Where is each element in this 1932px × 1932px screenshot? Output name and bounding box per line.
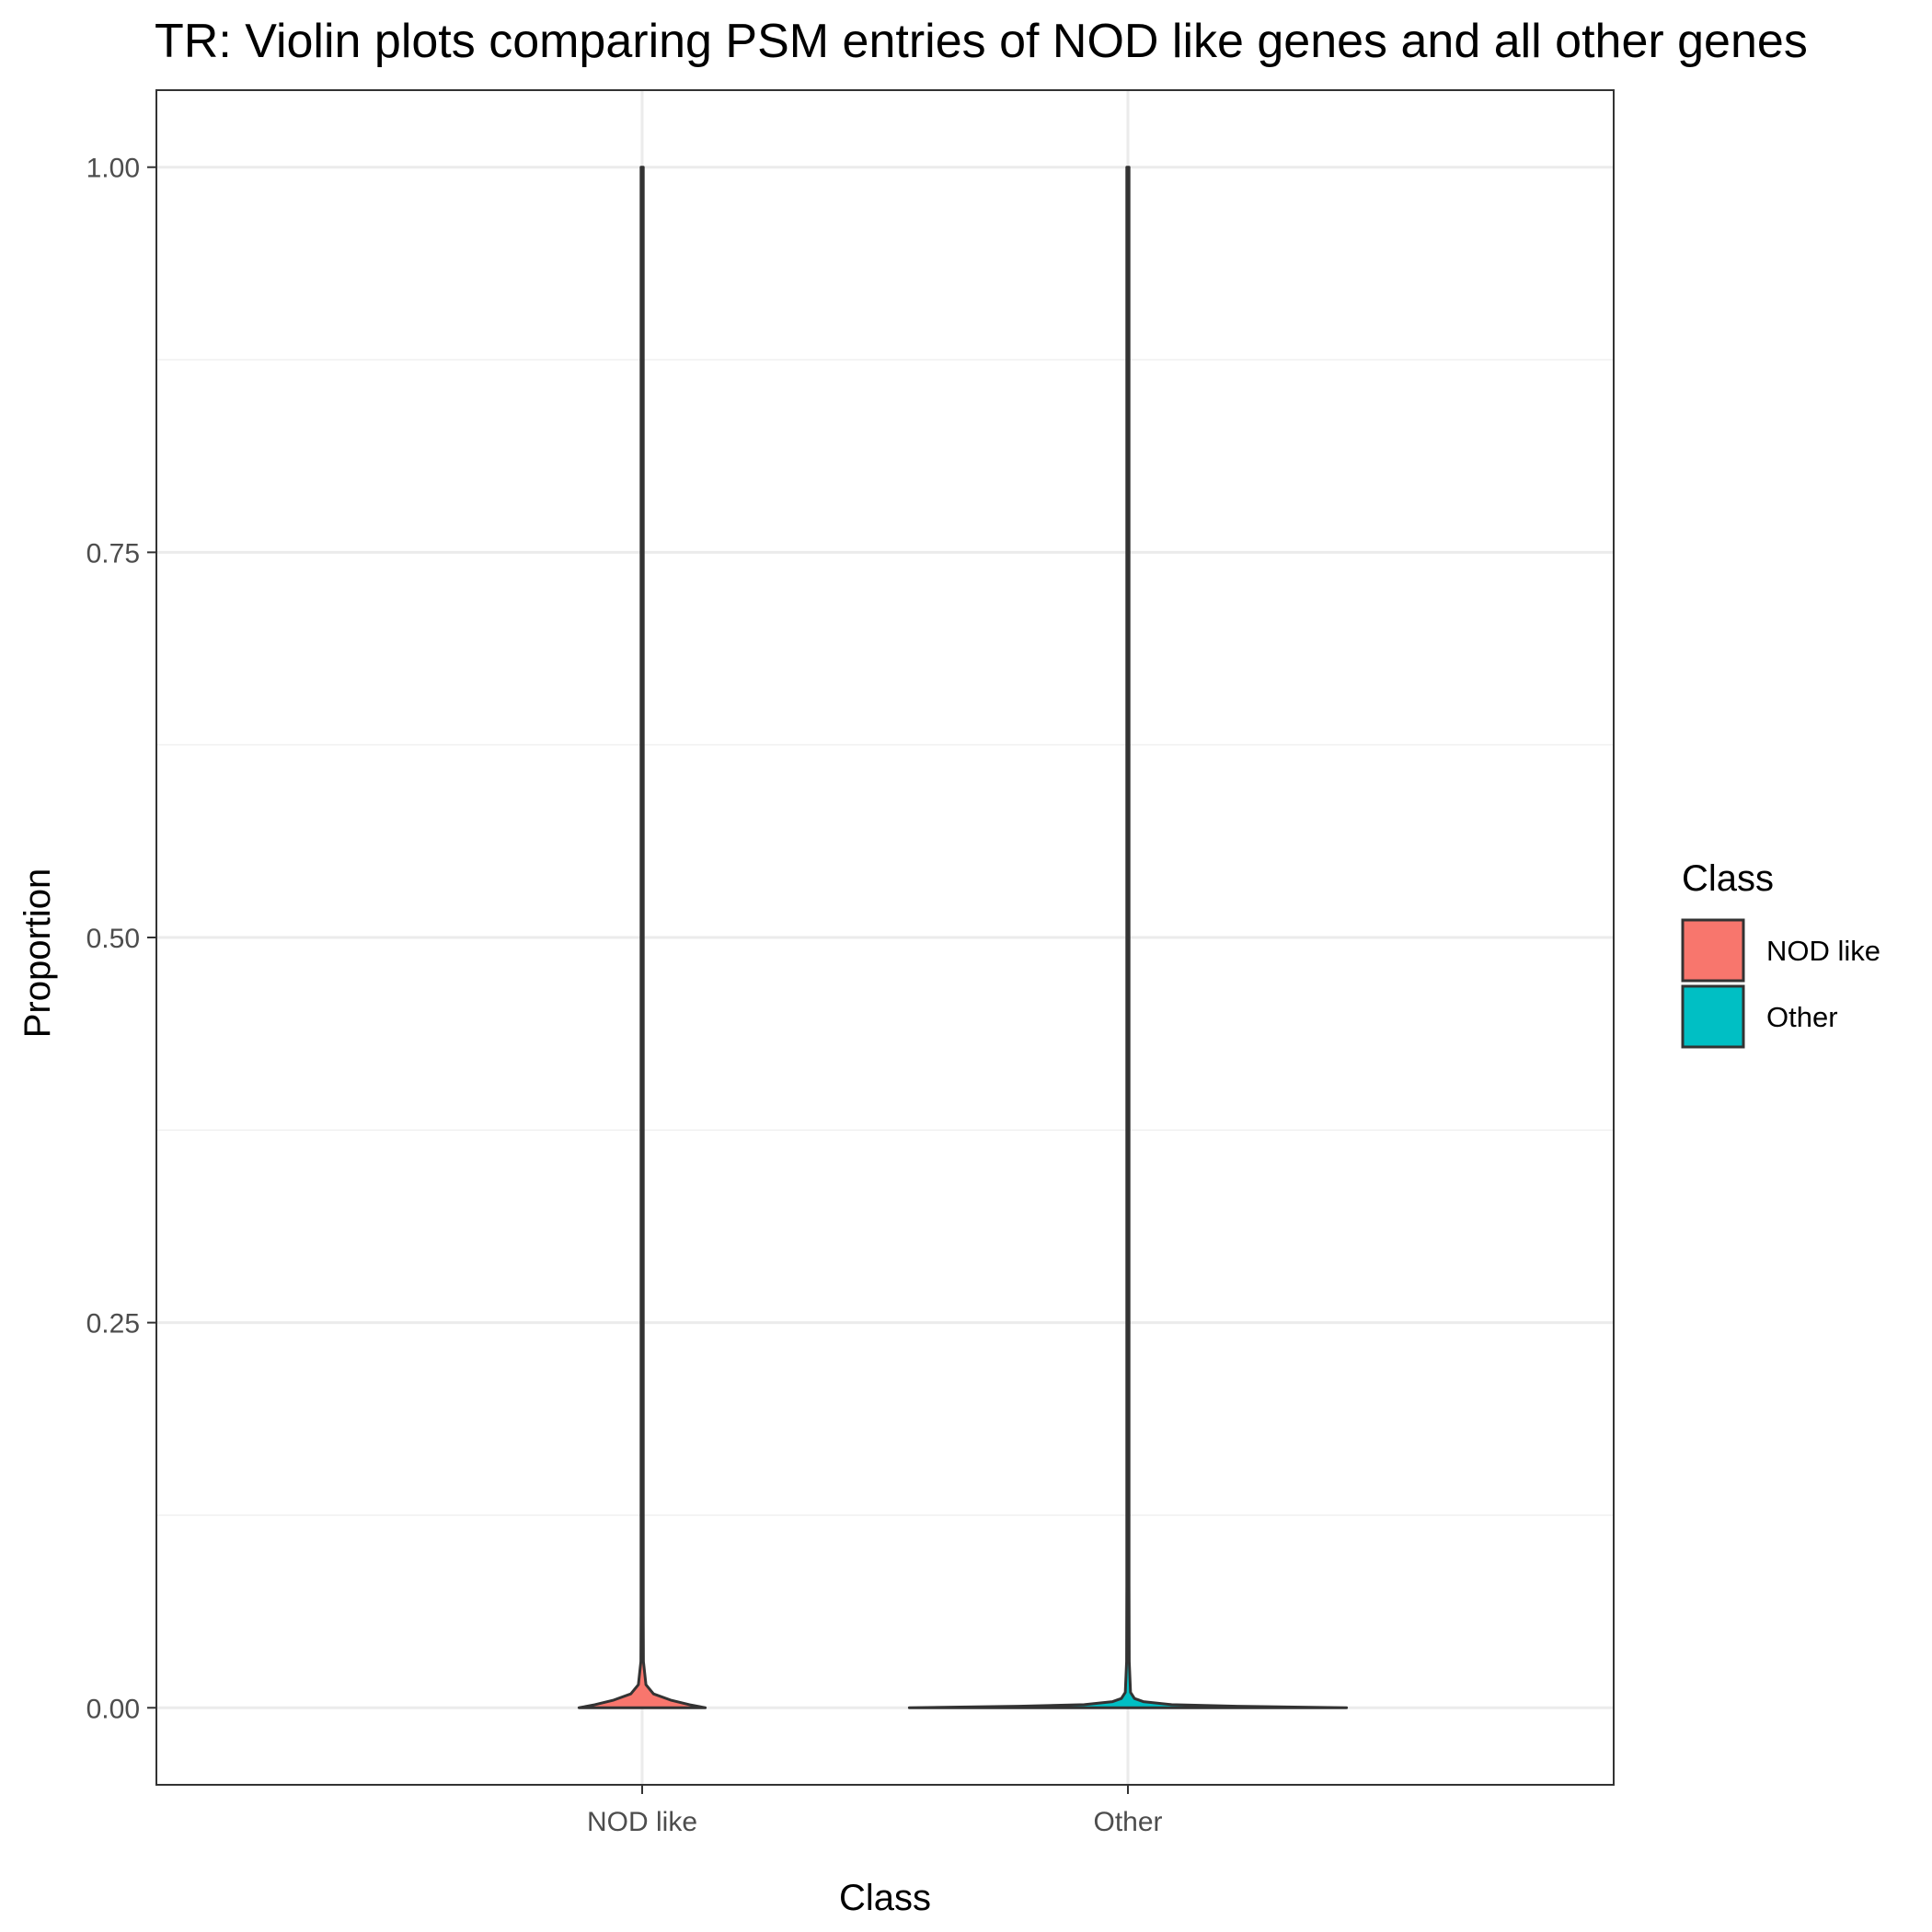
chart-title: TR: Violin plots comparing PSM entries o…: [155, 15, 1808, 68]
legend-title: Class: [1682, 858, 1774, 899]
y-axis: 0.00 0.25 0.50 0.75 1.00: [86, 154, 156, 1724]
violin-other: [907, 166, 1349, 1709]
x-tick-label: Other: [1093, 1807, 1162, 1837]
legend-items: NOD like Other: [1681, 918, 1880, 1049]
y-tick-label: 0.25: [86, 1309, 140, 1340]
legend-label: Other: [1766, 1001, 1838, 1033]
y-axis-title: Proportion: [17, 868, 58, 1039]
legend-key-nod-like: [1681, 918, 1745, 983]
y-tick-label: 0.50: [86, 924, 140, 954]
x-tick-label: NOD like: [587, 1807, 697, 1837]
x-axis-title: Class: [839, 1878, 931, 1918]
violins: [577, 166, 1349, 1709]
y-tick-label: 1.00: [86, 154, 140, 184]
y-tick-label: 0.00: [86, 1694, 140, 1724]
x-axis: NOD like Other: [587, 1785, 1163, 1837]
violin-nod-like: [577, 166, 707, 1709]
legend-key-other: [1681, 984, 1745, 1049]
legend-label: NOD like: [1766, 935, 1880, 967]
legend: Class NOD like Other: [1681, 858, 1880, 1049]
y-tick-label: 0.75: [86, 538, 140, 569]
